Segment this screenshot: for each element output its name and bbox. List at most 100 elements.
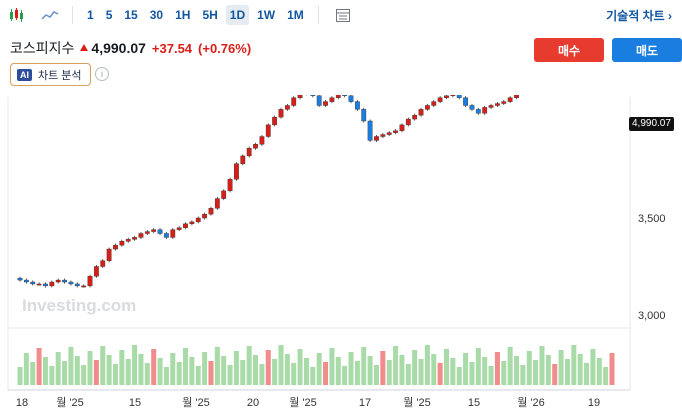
timeframe-1m[interactable]: 1M (287, 8, 304, 22)
candle-body (144, 231, 150, 234)
volume-bar (74, 356, 80, 385)
ai-label: 차트 분석 (38, 69, 82, 82)
volume-bar (354, 361, 360, 385)
candle-body (501, 101, 507, 104)
timeframe-15[interactable]: 15 (124, 8, 138, 22)
candle-body (488, 105, 494, 108)
candlestick-icon[interactable] (6, 5, 26, 25)
candle-body (431, 101, 437, 106)
buy-button[interactable]: 매수 (534, 38, 604, 62)
volume-bar (520, 365, 526, 385)
volume-bar (418, 359, 424, 385)
candle-body (386, 132, 392, 135)
volume-bar (494, 352, 500, 385)
volume-bar (253, 355, 259, 385)
timeframe-30[interactable]: 30 (149, 8, 164, 22)
candle-body (227, 178, 233, 192)
volume-bar (329, 348, 335, 385)
quote-header: 코스피지수 4,990.07 +37.54 (+0.76%) (10, 38, 251, 58)
candle-body (361, 109, 367, 122)
candle-body (393, 130, 398, 133)
technical-chart-link[interactable]: 기술적 차트 › (606, 9, 672, 23)
volume-bar (189, 357, 195, 385)
volume-bar (539, 346, 545, 385)
volume-bar (119, 350, 125, 385)
timeframe-group: 1 5 15 30 1H 5H 1D 1W 1M (81, 5, 310, 25)
candle-body (214, 198, 220, 209)
candle-body (119, 241, 125, 246)
timeframe-5h[interactable]: 5H (202, 8, 218, 22)
ai-chart-analysis-button[interactable]: AI 차트 분석 (10, 63, 91, 86)
volume-bar (367, 356, 373, 385)
candle-body (253, 144, 258, 149)
volume-bar (558, 350, 564, 385)
timeframe-1w[interactable]: 1W (257, 8, 276, 22)
candle-body (297, 95, 303, 98)
candle-body (17, 277, 23, 281)
volume-bar (100, 346, 106, 385)
candle-body (151, 229, 157, 232)
candle-body (183, 223, 188, 228)
volume-bar (584, 363, 590, 385)
volume-bar (49, 366, 55, 385)
x-tick-label: 19 (588, 397, 600, 409)
candle-body (412, 114, 418, 120)
candle-body (380, 134, 386, 137)
candle-body (278, 109, 284, 118)
watermark: Investing.com (22, 296, 136, 315)
volume-bar (399, 355, 405, 385)
volume-bar (138, 354, 144, 385)
volume-bar (183, 348, 189, 385)
info-icon[interactable]: i (95, 67, 109, 81)
sell-button[interactable]: 매도 (612, 38, 682, 62)
candle-body (240, 155, 246, 164)
volume-bar (316, 353, 322, 385)
candle-body (323, 101, 328, 106)
volume-bar (151, 349, 157, 385)
candle-body (68, 281, 74, 285)
volume-bar (227, 365, 233, 385)
volume-bar (450, 358, 456, 385)
volume-bar (412, 350, 418, 385)
calendar-icon[interactable] (333, 5, 353, 25)
volume-bar (373, 365, 379, 385)
candle-body (495, 103, 500, 106)
volume-bar (278, 345, 284, 385)
area-chart-icon[interactable] (40, 5, 60, 25)
candle-body (30, 281, 36, 285)
timeframe-1[interactable]: 1 (87, 8, 94, 22)
timeframe-5[interactable]: 5 (105, 8, 113, 22)
timeframe-1d[interactable]: 1D (225, 5, 250, 25)
volume-bar (93, 360, 99, 385)
volume-bar (443, 349, 449, 385)
candle-body (450, 95, 456, 96)
volume-bar (68, 347, 74, 385)
volume-bar (303, 358, 309, 385)
volume-bar (526, 351, 532, 385)
volume-bar (284, 354, 290, 385)
candle-body (132, 237, 137, 240)
timeframe-1h[interactable]: 1H (175, 8, 191, 22)
volume-bar (469, 362, 475, 385)
candle-body (335, 95, 341, 98)
candle-body (49, 281, 55, 287)
volume-bar (265, 350, 271, 385)
candle-body (354, 101, 360, 110)
volume-bar (297, 349, 303, 385)
volume-bar (246, 346, 252, 385)
candle-body (272, 116, 278, 126)
volume-bar (259, 364, 265, 385)
candle-body (93, 266, 99, 277)
candle-body (113, 244, 118, 250)
volume-bar (81, 365, 87, 385)
volume-bar (291, 363, 297, 385)
volume-bar (310, 367, 316, 385)
volume-bar (55, 352, 61, 385)
candle-body (367, 120, 373, 141)
candle-body (106, 248, 112, 261)
volume-bar (609, 353, 615, 385)
x-tick-label: 17 (359, 397, 371, 409)
candle-body (437, 97, 443, 102)
volume-bar (463, 353, 469, 385)
